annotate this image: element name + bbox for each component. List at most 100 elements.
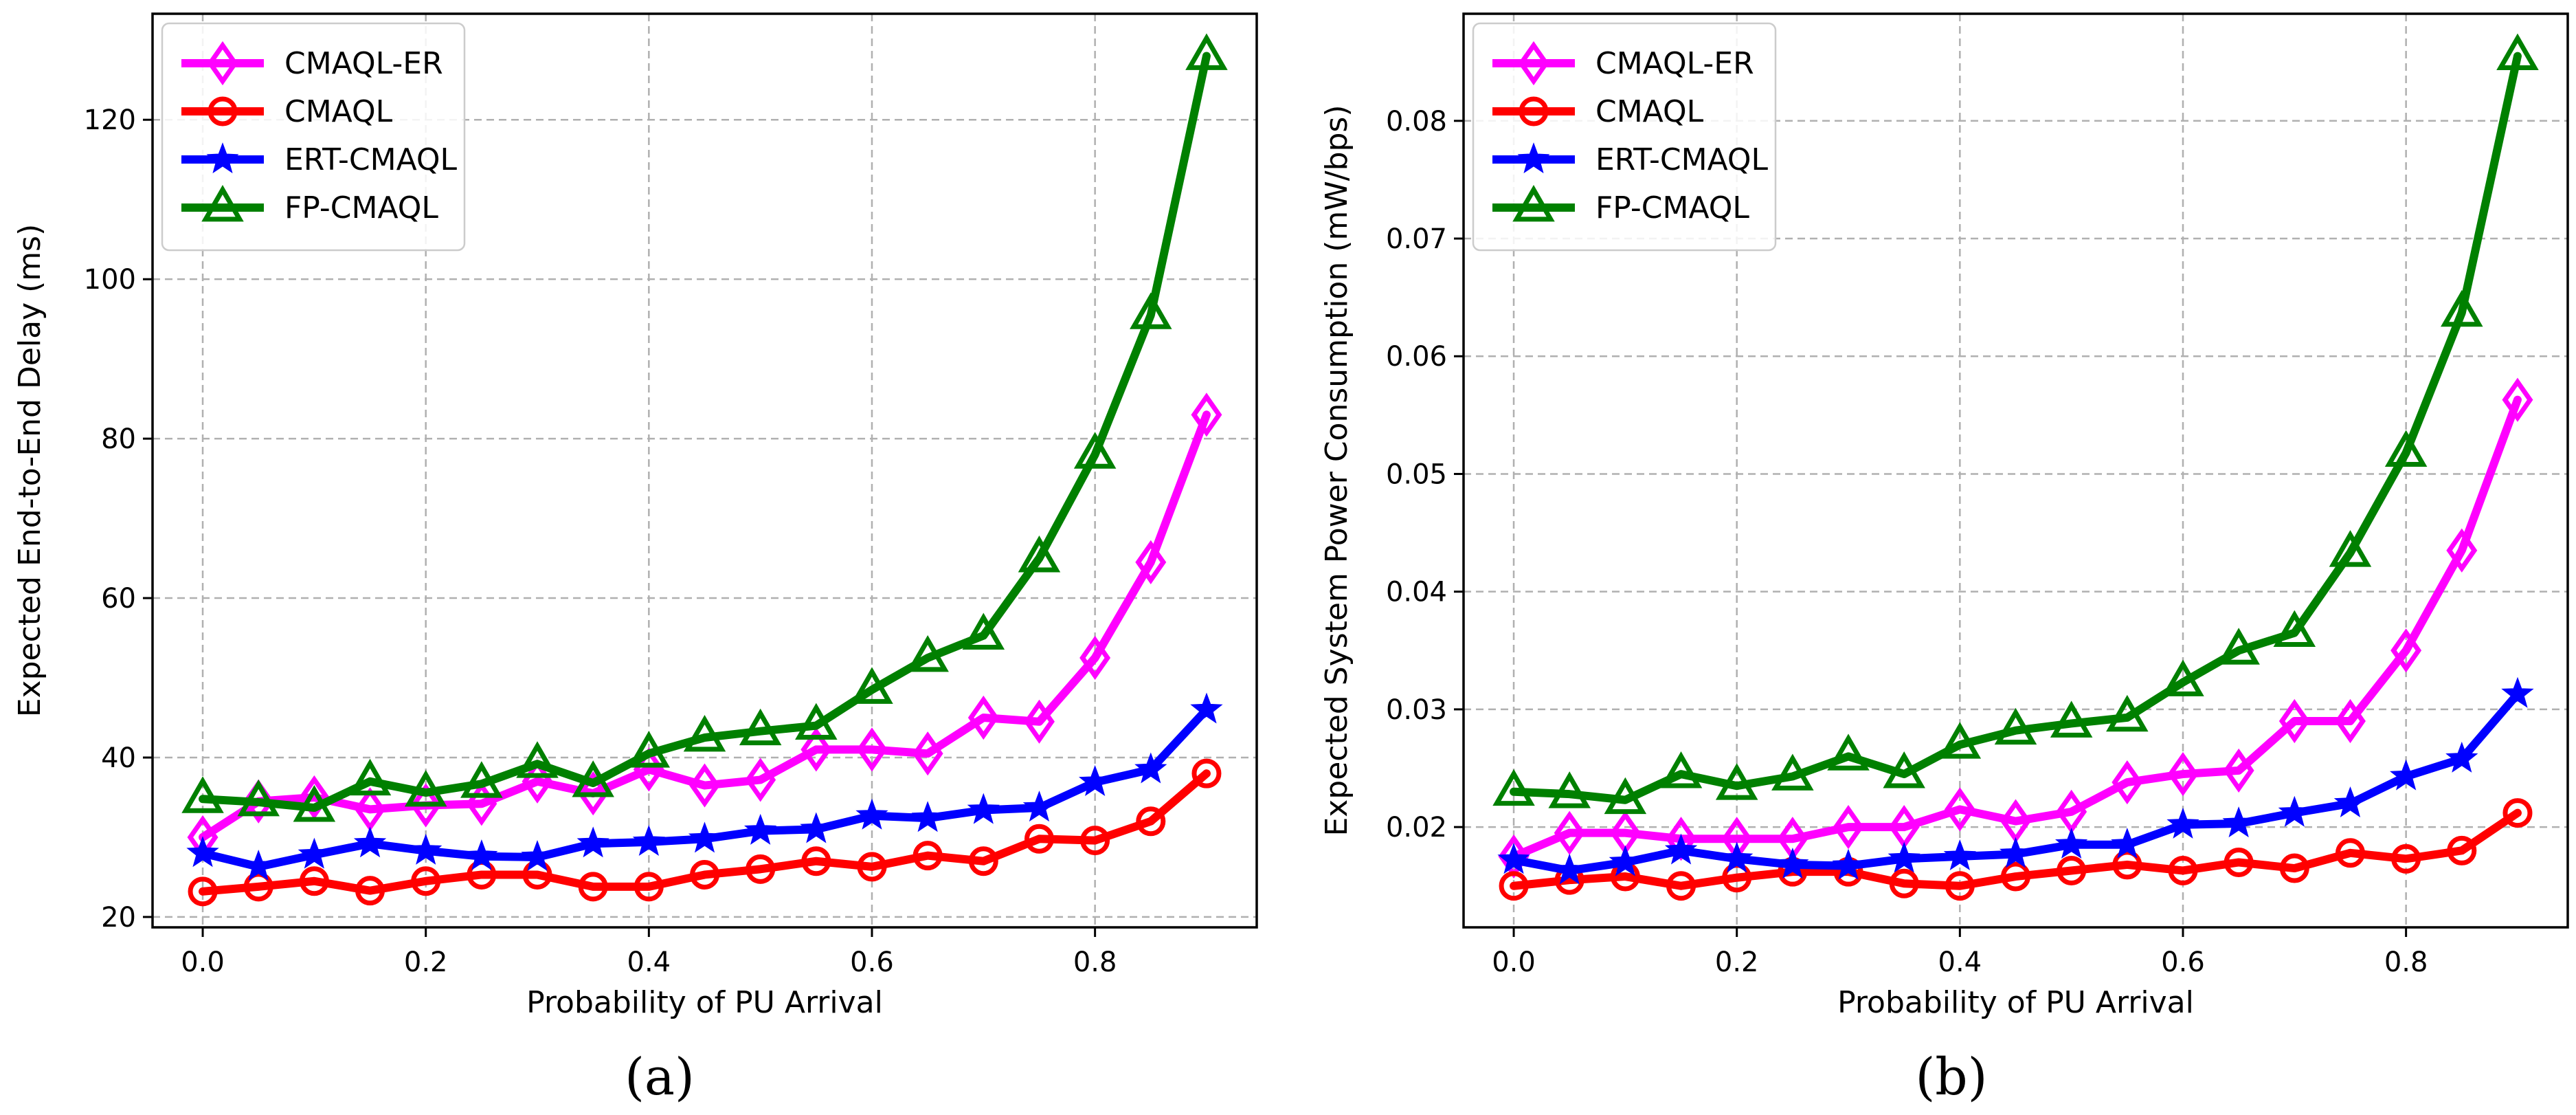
data-point bbox=[1130, 292, 1172, 329]
data-point bbox=[1492, 769, 1535, 806]
data-point bbox=[410, 783, 442, 828]
data-point bbox=[683, 714, 726, 752]
data-point bbox=[1771, 753, 1814, 791]
x-tick-label: 0.0 bbox=[1492, 947, 1536, 978]
data-point bbox=[2329, 530, 2372, 567]
data-point bbox=[2334, 698, 2366, 744]
series-line-fp-cmaql bbox=[199, 52, 1211, 813]
data-point bbox=[2222, 806, 2255, 838]
data-point bbox=[795, 703, 838, 740]
data-point bbox=[2445, 741, 2478, 773]
data-point bbox=[968, 846, 998, 876]
data-point bbox=[1888, 841, 1920, 873]
data-point bbox=[2112, 850, 2142, 880]
y-tick-label: 40 bbox=[101, 742, 136, 774]
data-point bbox=[2217, 628, 2260, 665]
data-point bbox=[2390, 628, 2422, 673]
x-tick-label: 0.8 bbox=[2384, 947, 2428, 978]
data-point bbox=[2496, 33, 2539, 71]
data-point bbox=[743, 813, 777, 845]
legend-label: CMAQL bbox=[284, 94, 393, 129]
data-point bbox=[298, 837, 331, 869]
data-point bbox=[186, 836, 219, 868]
data-point bbox=[1889, 868, 1919, 898]
data-point bbox=[2111, 827, 2144, 859]
panel-label: (b) bbox=[1915, 1048, 1987, 1107]
data-point bbox=[2447, 835, 2477, 865]
legend-label: FP-CMAQL bbox=[284, 190, 438, 225]
series-line-fp-cmaql bbox=[1510, 52, 2522, 804]
data-point bbox=[800, 812, 833, 843]
y-tick-label: 120 bbox=[84, 104, 136, 136]
data-point bbox=[857, 852, 887, 882]
y-tick-label: 0.03 bbox=[1386, 694, 1447, 726]
data-point bbox=[1134, 752, 1167, 784]
data-point bbox=[2391, 843, 2421, 874]
data-point bbox=[1883, 751, 1925, 788]
legend-marker bbox=[1519, 96, 1549, 126]
data-point bbox=[410, 833, 443, 865]
data-point bbox=[460, 761, 503, 798]
data-point bbox=[1715, 763, 1758, 800]
data-point bbox=[2279, 853, 2309, 883]
data-point bbox=[2050, 700, 2093, 738]
legend-marker bbox=[201, 184, 244, 222]
series-line-cmaql bbox=[1510, 808, 2522, 890]
data-point bbox=[1018, 536, 1061, 573]
data-point bbox=[348, 758, 392, 796]
legend-label: ERT-CMAQL bbox=[284, 142, 458, 177]
data-point bbox=[2001, 861, 2030, 892]
data-point bbox=[2168, 855, 2198, 885]
legend-marker bbox=[206, 142, 239, 174]
data-point bbox=[962, 612, 1005, 650]
legend-box bbox=[161, 22, 466, 252]
x-axis-label: Probability of PU Arrival bbox=[526, 985, 883, 1020]
data-point bbox=[967, 793, 1000, 824]
data-point bbox=[2333, 786, 2367, 818]
legend-marker bbox=[1518, 41, 1549, 86]
data-point bbox=[2446, 528, 2478, 573]
data-point bbox=[1938, 722, 1982, 759]
data-point bbox=[1023, 699, 1055, 744]
data-point bbox=[1659, 751, 1703, 788]
data-point bbox=[1776, 848, 1809, 879]
y-axis-label: Expected System Power Consumption (mW/bp… bbox=[1319, 104, 1354, 836]
plot-area bbox=[1492, 33, 2539, 901]
data-point bbox=[1022, 791, 1056, 822]
data-point bbox=[851, 667, 893, 704]
data-point bbox=[1073, 432, 1117, 469]
data-point bbox=[912, 731, 943, 776]
y-tick-label: 0.07 bbox=[1386, 223, 1447, 255]
data-point bbox=[1079, 635, 1111, 681]
data-point bbox=[1664, 833, 1698, 865]
data-point bbox=[1024, 824, 1054, 854]
data-point bbox=[1944, 787, 1975, 832]
panel-label: (a) bbox=[625, 1048, 695, 1107]
data-point bbox=[2057, 855, 2087, 885]
y-tick-label: 0.05 bbox=[1386, 459, 1447, 490]
data-point bbox=[298, 775, 330, 820]
y-tick-label: 100 bbox=[84, 264, 136, 296]
data-point bbox=[1553, 853, 1586, 885]
y-tick-label: 0.06 bbox=[1386, 341, 1447, 373]
y-tick-label: 0.04 bbox=[1386, 577, 1447, 608]
data-point bbox=[299, 866, 329, 896]
legend: CMAQL-ER CMAQL ERT-CMAQL FP-CMAQL bbox=[161, 22, 466, 252]
data-point bbox=[2441, 289, 2483, 327]
data-point bbox=[1135, 540, 1167, 584]
data-point bbox=[1945, 871, 1975, 901]
data-point bbox=[2112, 760, 2143, 805]
data-point bbox=[2502, 377, 2533, 422]
legend: CMAQL-ER CMAQL ERT-CMAQL FP-CMAQL bbox=[1472, 22, 1777, 252]
data-point bbox=[855, 798, 888, 830]
data-point bbox=[1497, 843, 1530, 874]
x-tick-label: 0.8 bbox=[1073, 947, 1117, 978]
data-point bbox=[521, 840, 554, 871]
data-point bbox=[1943, 839, 1977, 871]
data-point bbox=[634, 872, 664, 902]
data-point bbox=[800, 727, 832, 772]
data-point bbox=[2501, 676, 2534, 708]
legend-label: FP-CMAQL bbox=[1595, 190, 1749, 225]
data-point bbox=[2278, 698, 2310, 744]
data-point bbox=[2390, 759, 2423, 791]
